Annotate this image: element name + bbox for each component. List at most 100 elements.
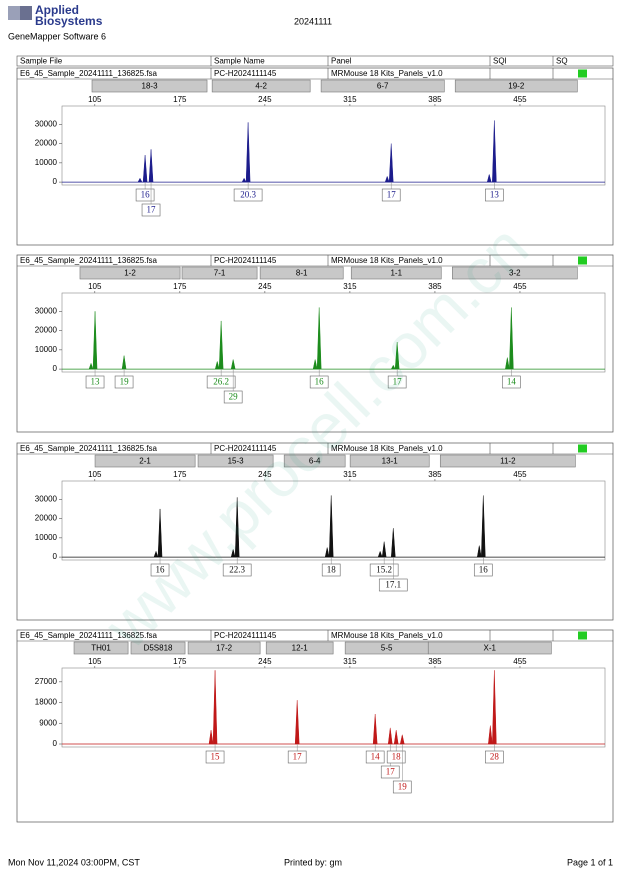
allele-box (378, 578, 408, 592)
sample-file: E6_45_Sample_20241111_136825.fsa (20, 444, 158, 453)
x-tick-label: 105 (88, 282, 102, 291)
y-tick-label: 30000 (35, 306, 58, 315)
allele-box (205, 750, 225, 764)
panel-frame (16, 442, 614, 621)
peak (387, 727, 393, 745)
allele-box (369, 563, 399, 577)
allele-box (114, 375, 134, 389)
allele-label: 17 (147, 205, 157, 215)
peak (218, 320, 224, 370)
allele-label: 28 (490, 752, 500, 762)
panels: E6_45_Sample_20241111_136825.fsa PC-H2024… (16, 67, 614, 823)
allele-box (485, 188, 504, 202)
allele-label: 16 (156, 565, 166, 575)
x-tick-label: 455 (513, 282, 527, 291)
peak (505, 357, 510, 370)
x-tick-label: 315 (343, 95, 357, 104)
locus-box (187, 641, 261, 655)
sq-flag (578, 631, 587, 640)
sq-flag (578, 256, 587, 265)
locus-name: 3-2 (509, 269, 521, 278)
y-tick-label: 20000 (35, 139, 58, 148)
y-tick-label: 30000 (35, 494, 58, 503)
y-tick-label: 9000 (39, 718, 57, 727)
peak (324, 547, 330, 558)
locus-box (211, 79, 311, 93)
panel-name: MRMouse 18 Kits_Panels_v1.0 (331, 69, 443, 78)
peak (121, 355, 127, 370)
y-tick-label: 30000 (35, 119, 58, 128)
locus-box (427, 641, 552, 655)
peak (245, 122, 251, 183)
allele-box (365, 750, 385, 764)
software-name: GeneMapper Software 6 (8, 31, 106, 41)
panel-name: MRMouse 18 Kits_Panels_v1.0 (331, 444, 443, 453)
peak (328, 495, 334, 558)
allele-label: 17 (393, 377, 403, 387)
locus-box (452, 266, 578, 280)
allele-label: 18 (392, 752, 402, 762)
peak (212, 670, 218, 745)
allele-label: 16 (315, 377, 325, 387)
peak (312, 359, 318, 370)
y-tick-label: 27000 (35, 677, 58, 686)
peak (486, 173, 492, 183)
allele-box (386, 750, 406, 764)
x-tick-label: 175 (173, 282, 187, 291)
y-tick-label: 18000 (35, 698, 58, 707)
y-tick-label: 10000 (35, 345, 58, 354)
print-date: Mon Nov 11,2024 03:00PM, CST (8, 857, 140, 867)
allele-label: 26.2 (213, 377, 229, 387)
locus-name: 1-1 (390, 269, 402, 278)
locus-box (91, 79, 208, 93)
allele-box (485, 750, 504, 764)
peak (390, 528, 396, 558)
x-tick-label: 175 (173, 95, 187, 104)
logo-text: Biosystems (35, 14, 103, 28)
peak (88, 362, 94, 370)
peak (377, 550, 383, 558)
x-tick-label: 175 (173, 470, 187, 479)
allele-label: 15.2 (376, 565, 392, 575)
allele-label: 29 (229, 392, 239, 402)
peak (399, 734, 405, 745)
locus-box (265, 641, 334, 655)
peak (153, 550, 159, 558)
peak (509, 307, 514, 370)
table-header (16, 55, 614, 67)
allele-label: 22.3 (229, 565, 245, 575)
locus-box (259, 266, 344, 280)
x-tick-label: 105 (88, 470, 102, 479)
allele-label: 16 (141, 190, 151, 200)
locus-name: X-1 (484, 644, 497, 653)
allele-box (233, 188, 263, 202)
locus-name: 7-1 (214, 269, 226, 278)
allele-box (135, 188, 155, 202)
locus-name: 5-5 (381, 644, 393, 653)
logo-text: Applied (35, 3, 79, 17)
locus-box (79, 266, 181, 280)
x-tick-label: 455 (513, 95, 527, 104)
x-tick-label: 245 (258, 470, 272, 479)
peak (142, 155, 148, 183)
x-tick-label: 315 (343, 657, 357, 666)
locus-box (94, 454, 196, 468)
allele-label: 16 (479, 565, 489, 575)
allele-box (223, 390, 243, 404)
x-tick-label: 385 (428, 95, 442, 104)
locus-box (73, 641, 129, 655)
y-tick-label: 0 (53, 364, 58, 373)
allele-label: 20.3 (240, 190, 256, 200)
allele-label: 19 (398, 782, 408, 792)
y-tick-label: 20000 (35, 326, 58, 335)
peak (230, 548, 236, 558)
plot-area (61, 667, 606, 748)
locus-name: 6-4 (309, 457, 321, 466)
peak (92, 311, 98, 370)
peak (492, 120, 497, 183)
y-tick-label: 10000 (35, 533, 58, 542)
sample-file: E6_45_Sample_20241111_136825.fsa (20, 631, 158, 640)
locus-box (349, 454, 430, 468)
